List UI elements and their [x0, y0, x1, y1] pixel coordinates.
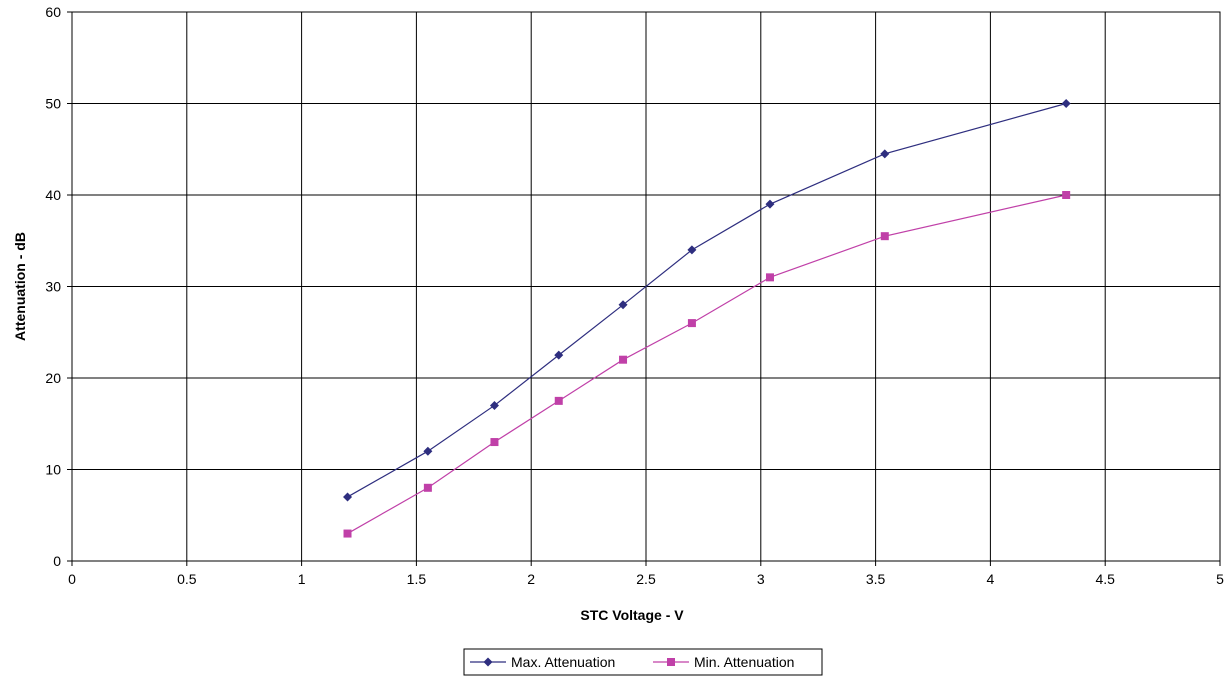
legend-box — [463, 648, 823, 676]
series-min-attenuation — [343, 191, 1071, 538]
data-point — [618, 300, 628, 310]
data-point — [880, 232, 889, 241]
x-tick-label: 2.5 — [636, 571, 656, 587]
legend-item: Max. Attenuation — [470, 654, 615, 670]
series-line — [347, 194, 1067, 535]
legend-item: Min. Attenuation — [653, 654, 794, 670]
data-point — [343, 492, 353, 502]
data-point — [880, 149, 890, 159]
y-tick-label: 50 — [45, 96, 61, 112]
series-layer — [343, 99, 1071, 538]
legend-label: Max. Attenuation — [511, 654, 615, 670]
data-point — [687, 319, 696, 328]
data-point — [489, 400, 499, 410]
legend-marker — [483, 657, 493, 667]
x-tick-label: 4.5 — [1095, 571, 1115, 587]
data-point — [765, 273, 774, 282]
data-point — [765, 199, 775, 209]
y-tick-label: 40 — [45, 187, 61, 203]
y-tick-label: 10 — [45, 462, 61, 478]
x-tick-label: 1.5 — [407, 571, 427, 587]
y-tick-label: 0 — [53, 553, 61, 569]
y-axis-title: Attenuation - dB — [12, 232, 28, 341]
x-tick-label: 4 — [987, 571, 995, 587]
x-axis-title: STC Voltage - V — [580, 607, 684, 623]
x-tick-label: 1 — [298, 571, 306, 587]
y-tick-label: 30 — [45, 279, 61, 295]
y-tick-label: 20 — [45, 370, 61, 386]
legend: Max. Attenuation Min. Attenuation — [463, 648, 823, 676]
x-tick-label: 0 — [68, 571, 76, 587]
data-point — [554, 350, 564, 360]
data-point — [343, 529, 352, 538]
x-tick-label: 3 — [757, 571, 765, 587]
y-tick-label: 60 — [45, 4, 61, 20]
data-point — [1062, 191, 1071, 199]
data-point — [554, 396, 563, 405]
data-point — [687, 245, 697, 255]
series-max-attenuation — [343, 99, 1071, 502]
data-point — [1061, 99, 1071, 108]
x-axis-ticks: 0 0.5 1 1.5 2 2.5 3 3.5 4 4.5 5 — [68, 561, 1224, 587]
x-tick-label: 5 — [1216, 571, 1224, 587]
legend-marker — [667, 658, 675, 666]
x-tick-label: 3.5 — [866, 571, 886, 587]
data-point — [423, 446, 433, 456]
data-point — [423, 483, 432, 492]
data-point — [490, 438, 499, 447]
x-tick-label: 2 — [527, 571, 535, 587]
legend-label: Min. Attenuation — [694, 654, 794, 670]
y-axis-ticks: 0 10 20 30 40 50 60 — [45, 4, 72, 569]
series-line — [347, 102, 1067, 498]
x-tick-label: 0.5 — [177, 571, 197, 587]
data-point — [619, 355, 628, 364]
